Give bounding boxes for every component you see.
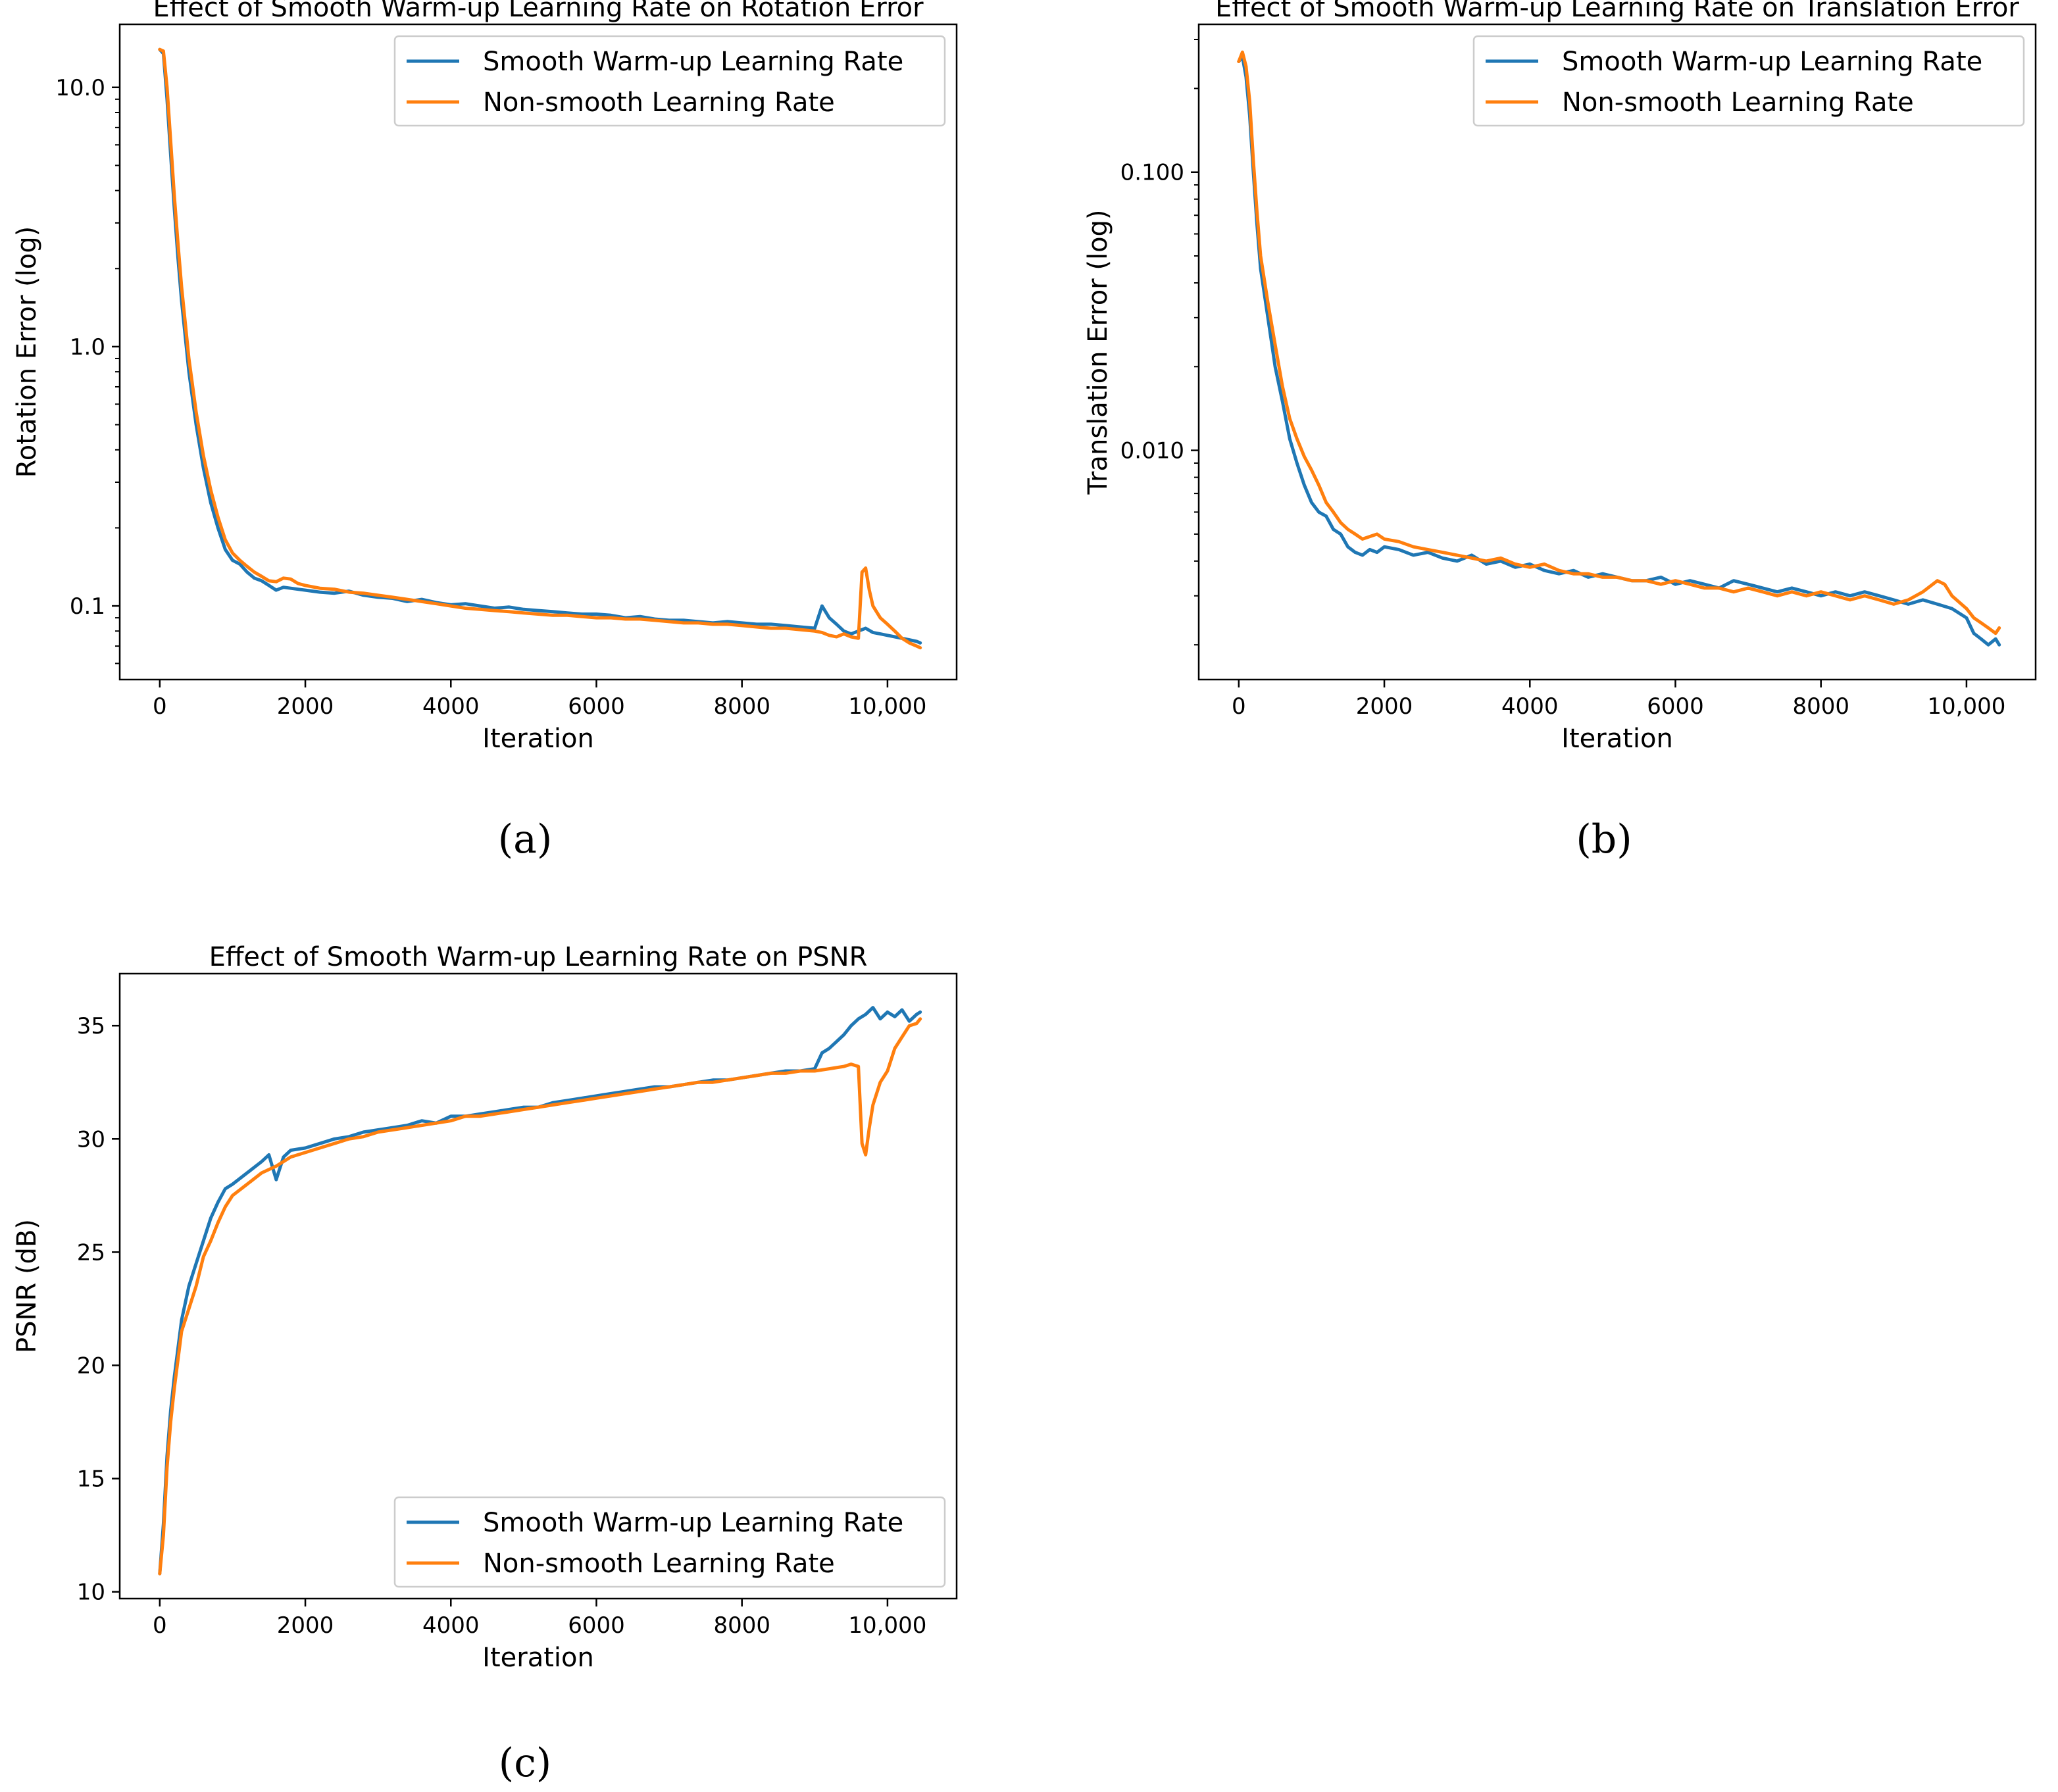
x-tick-label: 6000: [568, 693, 625, 720]
series-line-nonsmooth: [158, 47, 922, 650]
chart-a: Effect of Smooth Warm-up Learning Rate o…: [12, 0, 958, 862]
plot-frame: [118, 972, 958, 1600]
x-axis-label: Iteration: [482, 1643, 594, 1673]
y-tick-label: 35: [77, 1013, 105, 1039]
x-tick-label: 2000: [277, 693, 334, 720]
x-tick-label: 10,000: [1927, 693, 2005, 720]
y-tick-label: 0.010: [1120, 438, 1184, 464]
x-tick-label: 8000: [1792, 693, 1849, 720]
y-tick-label: 1.0: [70, 334, 105, 361]
legend-label: Smooth Warm-up Learning Rate: [483, 47, 903, 77]
y-tick-label: 0.100: [1120, 160, 1184, 186]
x-tick-label: 2000: [1356, 693, 1413, 720]
plot-frame: [118, 23, 958, 681]
y-axis-label: Translation Error (log): [1083, 209, 1113, 495]
x-tick-label: 8000: [713, 1612, 770, 1639]
y-tick-label: 20: [77, 1353, 105, 1379]
chart-title: Effect of Smooth Warm-up Learning Rate o…: [153, 0, 924, 23]
x-tick-label: 4000: [422, 1612, 480, 1639]
x-tick-label: 6000: [568, 1612, 625, 1639]
x-axis-label: Iteration: [482, 724, 594, 754]
legend-label: Non-smooth Learning Rate: [483, 1549, 835, 1579]
y-tick-label: 30: [77, 1126, 105, 1153]
x-tick-label: 10,000: [848, 693, 926, 720]
chart-title: Effect of Smooth Warm-up Learning Rate o…: [209, 942, 868, 972]
legend-box: [393, 1496, 946, 1588]
x-tick-label: 8000: [713, 693, 770, 720]
x-tick-label: 4000: [422, 693, 480, 720]
x-axis-label: Iteration: [1561, 724, 1673, 754]
x-tick-label: 0: [153, 1612, 167, 1639]
series-line-smooth: [1237, 55, 2001, 647]
x-tick-label: 0: [1232, 693, 1246, 720]
chart-c: Effect of Smooth Warm-up Learning Rate o…: [12, 942, 958, 1786]
chart-title: Effect of Smooth Warm-up Learning Rate o…: [1215, 0, 2019, 23]
y-tick-label: 25: [77, 1239, 105, 1266]
y-tick-label: 0.1: [70, 593, 105, 620]
x-tick-label: 4000: [1501, 693, 1559, 720]
y-tick-label: 10.0: [55, 75, 105, 101]
x-tick-label: 0: [153, 693, 167, 720]
legend-box: [1472, 35, 2025, 127]
legend-label: Smooth Warm-up Learning Rate: [1562, 47, 1982, 77]
legend-label: Smooth Warm-up Learning Rate: [483, 1508, 903, 1538]
legend-box: [393, 35, 946, 127]
y-axis-label: Rotation Error (log): [12, 226, 42, 478]
series-line-smooth: [158, 1006, 922, 1576]
y-axis-label: PSNR (dB): [12, 1219, 42, 1353]
chart-b: Effect of Smooth Warm-up Learning Rate o…: [1083, 0, 2037, 862]
y-tick-label: 15: [77, 1466, 105, 1493]
legend-label: Non-smooth Learning Rate: [1562, 87, 1914, 118]
y-tick-label: 10: [77, 1580, 105, 1606]
x-tick-label: 6000: [1647, 693, 1704, 720]
series-line-nonsmooth: [158, 1017, 922, 1576]
x-tick-label: 2000: [277, 1612, 334, 1639]
legend: Smooth Warm-up Learning Rate Non-smooth L…: [1472, 35, 2025, 127]
legend-label: Non-smooth Learning Rate: [483, 87, 835, 118]
series-line-nonsmooth: [1237, 50, 2001, 635]
plot-frame: [1197, 23, 2037, 681]
panel-label: (a): [498, 816, 553, 862]
legend: Smooth Warm-up Learning Rate Non-smooth L…: [393, 1496, 946, 1588]
series-line-smooth: [158, 47, 922, 645]
legend: Smooth Warm-up Learning Rate Non-smooth L…: [393, 35, 946, 127]
x-tick-label: 10,000: [848, 1612, 926, 1639]
panel-label: (c): [499, 1740, 551, 1786]
panel-label: (b): [1576, 816, 1632, 862]
